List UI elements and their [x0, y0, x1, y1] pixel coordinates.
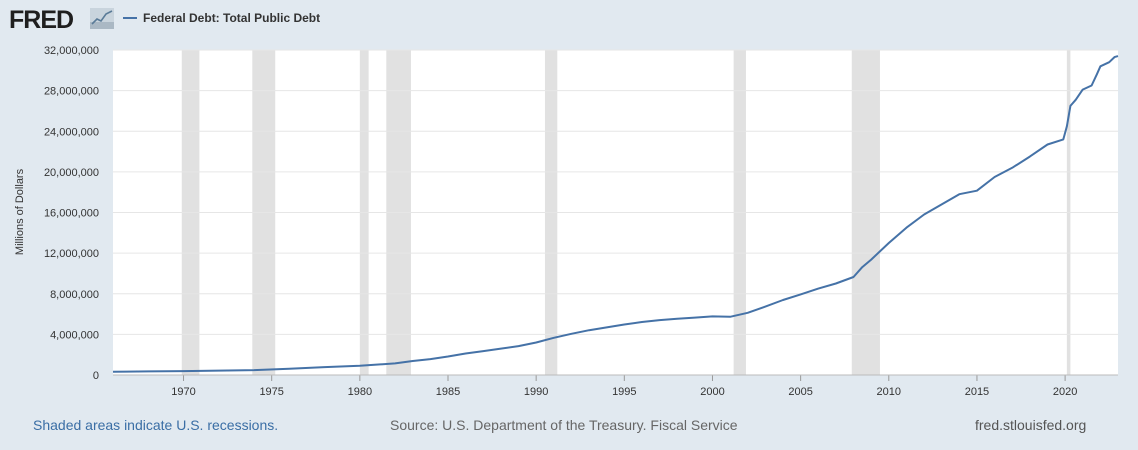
x-tick-label: 2020	[1053, 386, 1077, 398]
x-tick-label: 1975	[259, 386, 283, 398]
x-axis-ticks: 1970 1975 1980 1985 1990 1995 2000 2005 2010 2015…	[113, 374, 1118, 398]
x-tick-label: 1995	[612, 386, 636, 398]
series-lines	[112, 55, 1119, 373]
x-tick-label: 1990	[524, 386, 548, 398]
source-note: Source: U.S. Department of the Treasury.…	[390, 417, 738, 433]
x-tick-label: 1970	[171, 386, 195, 398]
chart-header: FRED Federal Debt: Total Public Debt	[0, 0, 1138, 40]
recessions-note-link[interactable]: Shaded areas indicate U.S. recessions.	[33, 417, 279, 433]
x-tick-label: 2000	[700, 386, 724, 398]
y-tick-label: 24,000,000	[44, 126, 99, 138]
fred-chart-icon	[90, 8, 114, 29]
x-tick-label: 1985	[436, 386, 460, 398]
x-tick-label: 1980	[348, 386, 372, 398]
legend-label: Federal Debt: Total Public Debt	[143, 11, 321, 25]
y-tick-label: 0	[93, 370, 99, 382]
y-tick-label: 32,000,000	[44, 45, 99, 57]
series-line	[112, 55, 1119, 373]
site-link[interactable]: fred.stlouisfed.org	[975, 417, 1087, 433]
y-tick-label: 12,000,000	[44, 248, 99, 260]
chart-legend: Federal Debt: Total Public Debt	[123, 11, 320, 25]
grid-lines	[113, 49, 1118, 376]
y-axis-ticks: 0 4,000,000 8,000,000 12,000,000 16,000,000 2…	[44, 45, 99, 382]
x-tick-label: 2015	[965, 386, 989, 398]
y-tick-label: 4,000,000	[50, 329, 99, 341]
x-tick-label: 2010	[877, 386, 901, 398]
legend-swatch	[123, 17, 137, 19]
fred-logo[interactable]: FRED	[9, 6, 74, 34]
y-tick-label: 16,000,000	[44, 208, 99, 220]
chart-canvas: 1970 1975 1980 1985 1990 1995 2000 2005 2010 2015…	[14, 45, 1119, 398]
y-tick-label: 8,000,000	[50, 289, 99, 301]
x-tick-label: 2005	[788, 386, 812, 398]
y-tick-label: 28,000,000	[44, 86, 99, 98]
y-axis-label: Millions of Dollars	[14, 168, 26, 255]
y-tick-label: 20,000,000	[44, 167, 99, 179]
